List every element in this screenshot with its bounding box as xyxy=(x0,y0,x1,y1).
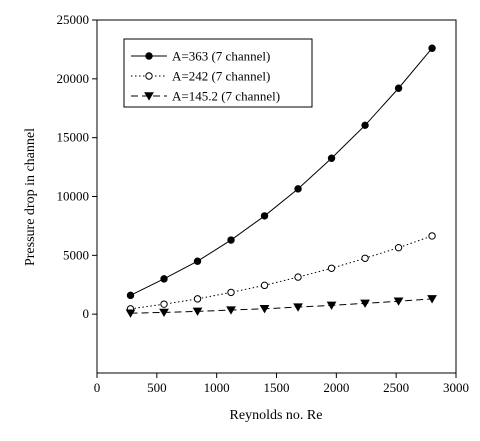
x-axis-title: Reynolds no. Re xyxy=(230,408,323,423)
x-tick-label: 2500 xyxy=(383,380,409,395)
x-tick-label: 2000 xyxy=(323,380,349,395)
data-point xyxy=(260,212,269,220)
y-axis-title: Pressure drop in channel xyxy=(23,128,38,266)
data-point xyxy=(361,254,369,262)
data-point xyxy=(428,232,436,240)
data-point xyxy=(260,281,269,290)
y-tick-label: 15000 xyxy=(57,130,90,145)
x-tick-label: 1500 xyxy=(264,380,290,395)
legend-marker xyxy=(145,52,153,60)
data-point xyxy=(360,299,370,308)
y-tick-label: 5000 xyxy=(63,247,89,262)
legend-entry: A=363 (7 channel) xyxy=(131,49,270,64)
legend-label: A=363 (7 channel) xyxy=(172,49,270,64)
legend-label: A=242 (7 channel) xyxy=(172,69,270,84)
legend: A=363 (7 channel) A=242 (7 channel) A=145.… xyxy=(123,38,313,108)
data-point xyxy=(361,121,369,130)
data-point xyxy=(327,264,336,272)
data-point xyxy=(125,309,136,318)
data-point xyxy=(394,84,403,92)
data-point xyxy=(226,306,236,315)
data-point xyxy=(259,305,270,314)
data-point xyxy=(193,257,202,265)
series-line xyxy=(130,298,433,314)
series-2 xyxy=(126,232,436,313)
series-line xyxy=(130,47,433,296)
x-tick-label: 3000 xyxy=(443,380,469,395)
data-point xyxy=(427,295,437,304)
data-point xyxy=(428,44,436,52)
y-tick-label: 20000 xyxy=(57,71,90,86)
y-axis-ticks: 0 5000 10000 15000 20000 25000 xyxy=(57,12,97,321)
x-axis-ticks: 0 500 1000 1500 2000 2500 3000 xyxy=(94,373,469,395)
legend-entry: A=145.2 (7 channel) xyxy=(131,89,280,104)
data-point xyxy=(294,273,302,281)
series-line xyxy=(130,235,433,310)
data-point xyxy=(326,301,337,310)
data-point xyxy=(327,154,336,162)
data-point xyxy=(160,300,168,308)
y-tick-label: 10000 xyxy=(57,189,90,204)
legend-marker xyxy=(144,92,154,101)
series-1 xyxy=(126,44,436,300)
data-point xyxy=(126,291,135,300)
legend-entry: A=242 (7 channel) xyxy=(131,69,270,84)
series-3 xyxy=(125,295,437,318)
data-point xyxy=(393,297,404,306)
legend-marker xyxy=(145,72,153,80)
x-tick-label: 500 xyxy=(147,380,167,395)
legend-label: A=145.2 (7 channel) xyxy=(172,89,280,104)
data-point xyxy=(394,243,403,252)
data-point xyxy=(293,303,303,312)
data-point xyxy=(193,295,202,303)
data-point xyxy=(159,308,169,317)
x-tick-label: 0 xyxy=(94,380,101,395)
y-tick-label: 0 xyxy=(83,306,90,321)
x-tick-label: 1000 xyxy=(204,380,230,395)
data-point xyxy=(227,236,235,244)
data-point xyxy=(192,307,203,316)
y-tick-label: 25000 xyxy=(57,12,90,27)
data-point xyxy=(160,275,168,283)
data-point xyxy=(227,288,235,297)
data-point xyxy=(294,185,302,193)
series-layer xyxy=(125,44,437,318)
